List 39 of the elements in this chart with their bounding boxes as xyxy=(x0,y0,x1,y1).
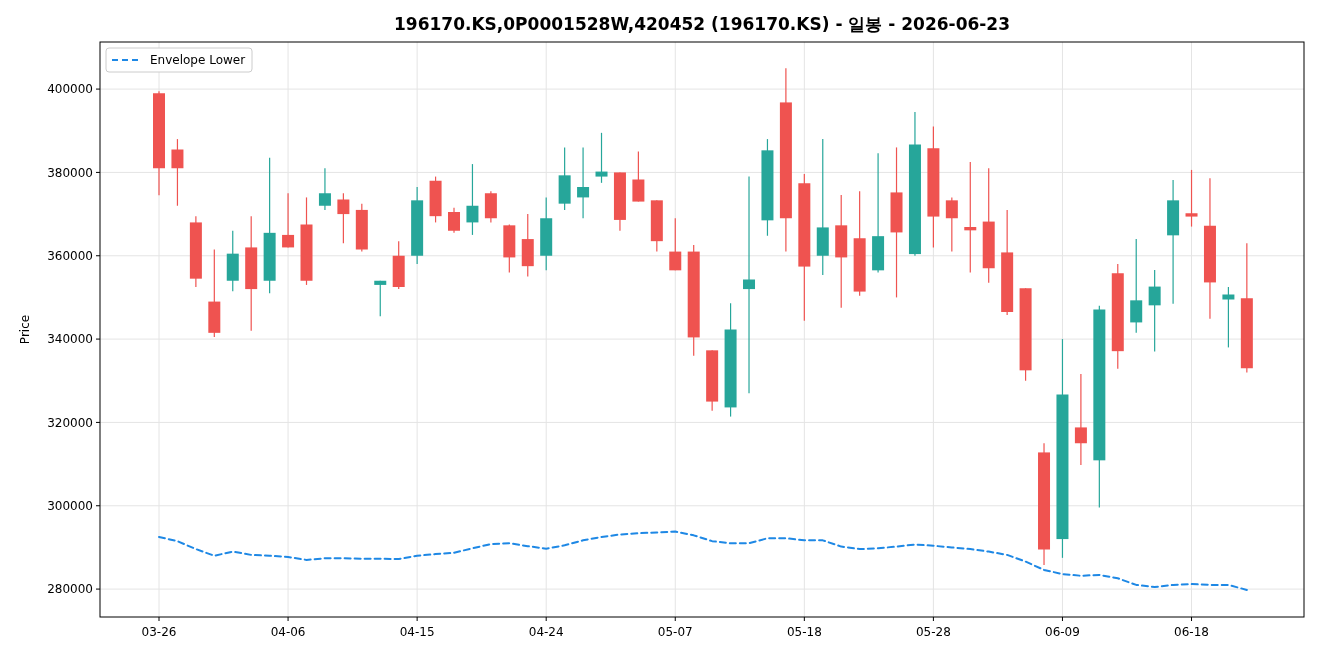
candlestick xyxy=(282,192,295,249)
candlestick xyxy=(669,217,682,271)
x-tick-label: 04-15 xyxy=(399,625,435,639)
candlestick xyxy=(964,161,977,274)
line-series xyxy=(158,530,1248,591)
legend-label: Envelope Lower xyxy=(150,53,246,68)
candlestick xyxy=(1185,169,1198,228)
y-tick-label: 380000 xyxy=(47,165,93,180)
candlestick xyxy=(337,192,350,244)
x-tick-label: 06-18 xyxy=(1174,625,1209,639)
candlestick xyxy=(1130,238,1143,334)
chart-title: 196170.KS,0P0001528W,420452 (196170.KS) - 일봉 - 2026-06-23 xyxy=(393,14,1011,34)
candlestick xyxy=(595,132,608,184)
candlestick xyxy=(945,196,958,253)
candlestick xyxy=(1222,286,1235,349)
y-tick-label: 400000 xyxy=(47,82,93,97)
x-tick-label: 03-26 xyxy=(141,625,177,639)
x-tick-label: 05-07 xyxy=(657,625,693,639)
x-tick-label: 04-06 xyxy=(270,625,306,639)
y-tick-label: 320000 xyxy=(47,415,93,430)
candlestick xyxy=(632,150,645,203)
y-tick-label: 280000 xyxy=(47,582,93,597)
candlestick xyxy=(374,280,387,317)
candlestick xyxy=(1148,269,1161,353)
y-tick-label: 300000 xyxy=(47,498,93,513)
candlestick xyxy=(448,207,461,234)
x-tick-label: 05-18 xyxy=(786,625,822,639)
x-tick-label: 04-24 xyxy=(528,625,564,639)
candlestick xyxy=(577,146,590,219)
y-axis-title: Price xyxy=(18,314,32,345)
x-tick-label: 05-28 xyxy=(915,625,951,639)
candlestick xyxy=(743,175,756,394)
candlestick xyxy=(466,163,479,236)
x-tick-label: 06-09 xyxy=(1045,625,1080,639)
y-tick-label: 360000 xyxy=(47,248,93,263)
candlestick xyxy=(171,138,184,207)
candlestick xyxy=(318,167,331,211)
y-tick-label: 340000 xyxy=(47,332,93,347)
candlestick xyxy=(1074,373,1087,466)
